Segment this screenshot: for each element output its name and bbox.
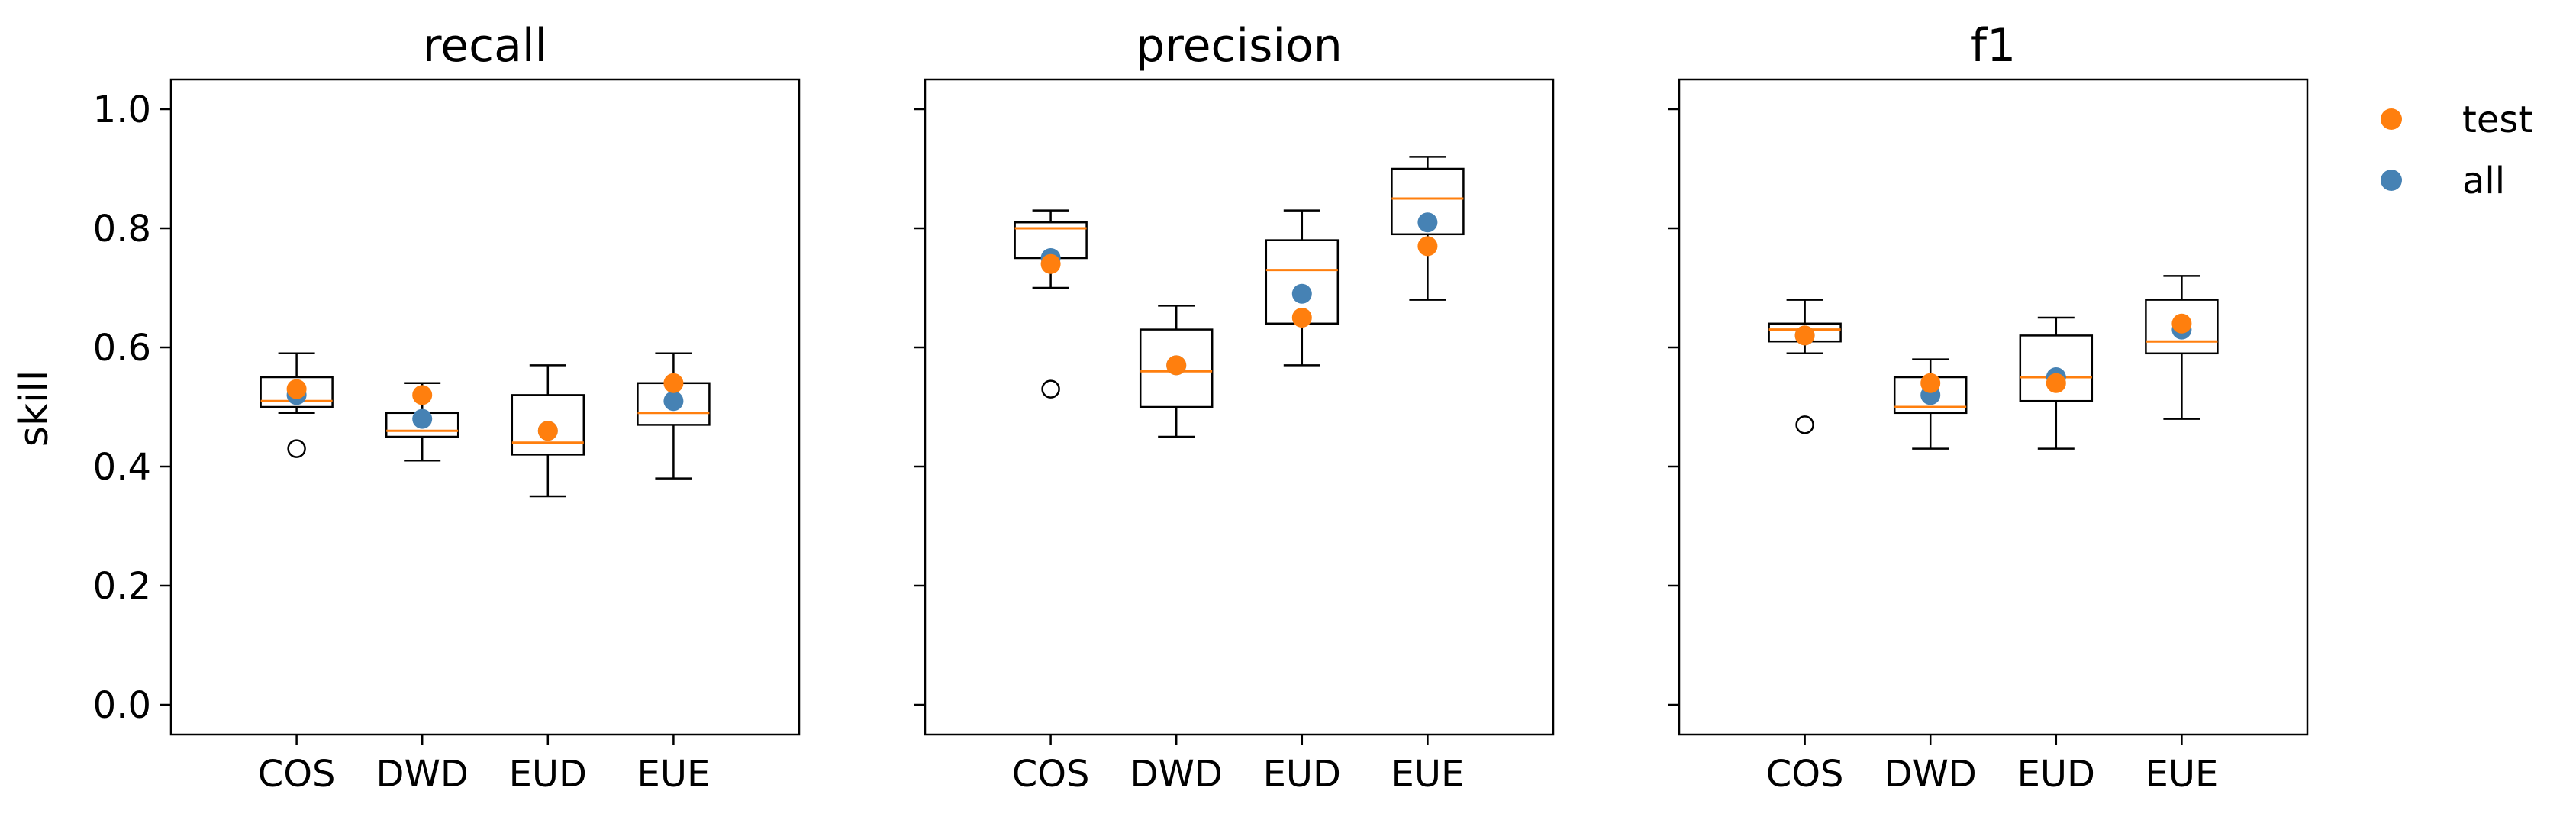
- y-tick-label: 0.6: [93, 327, 151, 370]
- x-tick-label: COS: [1766, 753, 1844, 796]
- y-axis-label: skill: [11, 370, 57, 447]
- x-tick-label: EUE: [2146, 753, 2219, 796]
- subplot-recall: recall 0.0 0.2 0.4 0.6 0.8 1.0 COS DWD EUD EUE: [93, 19, 801, 796]
- x-tick-label: COS: [1012, 753, 1090, 796]
- legend-marker: [2381, 108, 2402, 130]
- point-all-DWD: [412, 408, 433, 429]
- point-test-DWD: [1920, 373, 1941, 393]
- point-test-EUE: [1417, 236, 1438, 257]
- point-test-DWD: [1166, 355, 1187, 376]
- box-EUE: [637, 352, 711, 480]
- point-all-EUE: [663, 391, 684, 412]
- point-test-DWD: [412, 385, 433, 405]
- iqr-box: [260, 376, 334, 408]
- x-tick-label: EUD: [2017, 753, 2095, 796]
- subplot-f1: f1 COS DWD EUD EUE: [1668, 19, 2309, 796]
- box-COS: [1768, 299, 1842, 434]
- iqr-box: [511, 394, 585, 456]
- point-test-EUD: [2046, 373, 2066, 393]
- axes-frame: [1678, 78, 2309, 736]
- point-test-COS: [1040, 253, 1061, 274]
- legend-entry-all: all: [2381, 160, 2505, 202]
- outlier-point: [287, 439, 306, 458]
- subplot-precision: precision COS DWD EUD EUE: [914, 19, 1555, 796]
- box-EUD: [511, 364, 585, 498]
- subplot-title: precision: [1136, 19, 1343, 73]
- y-tick-label: 0.8: [93, 208, 151, 250]
- point-test-EUD: [537, 421, 558, 441]
- point-test-COS: [1794, 325, 1815, 346]
- point-test-EUE: [663, 373, 684, 393]
- iqr-box: [2019, 334, 2094, 402]
- y-tick-label: 1.0: [93, 89, 151, 131]
- iqr-box: [1139, 328, 1214, 408]
- point-all-EUD: [1291, 283, 1312, 304]
- legend: test all: [2381, 98, 2532, 202]
- box-COS: [260, 352, 334, 458]
- x-tick-label: EUD: [1263, 753, 1341, 796]
- legend-marker: [2381, 170, 2402, 191]
- box-EUE: [1391, 156, 1465, 301]
- x-tick-label: DWD: [1130, 753, 1223, 796]
- box-COS: [1014, 209, 1088, 399]
- box-EUE: [2145, 275, 2219, 420]
- outlier-point: [1041, 379, 1060, 399]
- axes-frame: [924, 78, 1555, 736]
- x-tick-label: COS: [258, 753, 336, 796]
- point-all-EUE: [1417, 212, 1438, 233]
- point-test-EUE: [2171, 313, 2192, 334]
- point-test-COS: [286, 379, 307, 399]
- subplot-title: recall: [423, 19, 547, 73]
- x-tick-label: EUD: [509, 753, 587, 796]
- x-tick-label: EUE: [637, 753, 711, 796]
- y-tick-label: 0.4: [93, 446, 151, 489]
- y-tick-label: 0.0: [93, 684, 151, 727]
- legend-entry-test: test: [2381, 98, 2532, 141]
- subplot-title: f1: [1971, 19, 2016, 73]
- x-tick-label: EUE: [1391, 753, 1465, 796]
- iqr-box: [1391, 167, 1465, 236]
- legend-label: test: [2462, 98, 2532, 141]
- iqr-box: [2145, 299, 2219, 355]
- axes-frame: [169, 78, 801, 736]
- y-tick-label: 0.2: [93, 565, 151, 608]
- legend-label: all: [2462, 160, 2505, 202]
- x-tick-label: DWD: [376, 753, 469, 796]
- point-test-EUD: [1291, 308, 1312, 328]
- outlier-point: [1795, 415, 1814, 434]
- x-tick-label: DWD: [1884, 753, 1977, 796]
